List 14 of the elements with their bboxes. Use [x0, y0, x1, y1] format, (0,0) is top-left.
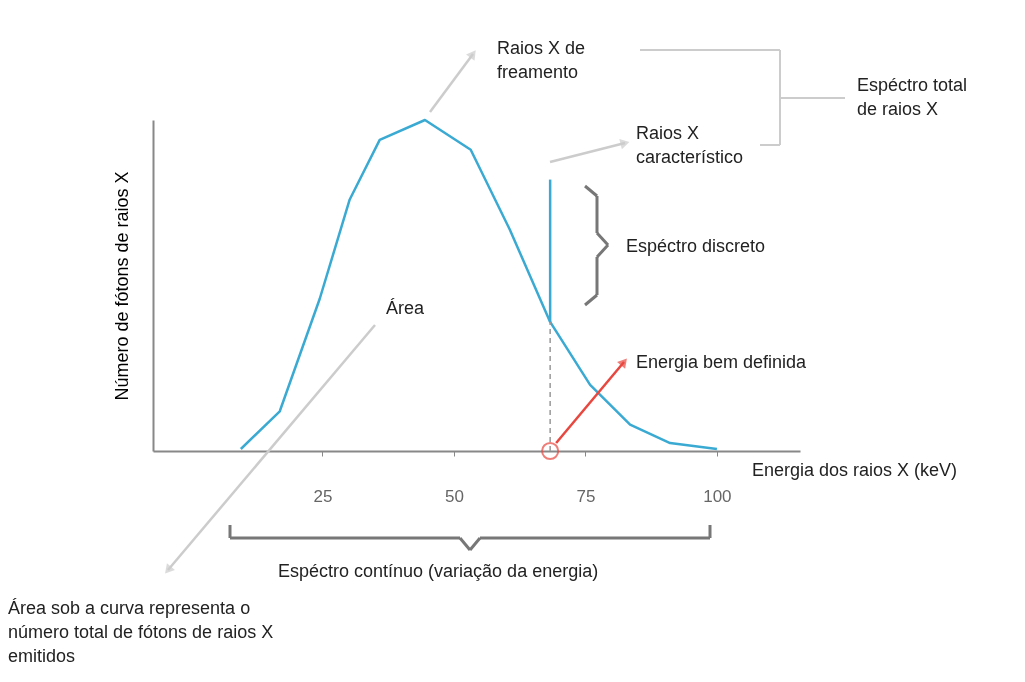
x-tick-label: 75: [576, 486, 596, 506]
x-axis-title: Energia dos raios X (keV): [752, 460, 958, 480]
text: Espéctro total de raios X: [857, 75, 968, 119]
text: Área sob a curva representa o número total de fótons de raios X emitidos: [8, 598, 274, 666]
annotation: Raios X característico: [636, 123, 744, 167]
y-axis-title: Número de fótons de raios X: [111, 171, 132, 401]
x-tick-label: 100: [703, 486, 732, 506]
annotation: Área: [386, 298, 426, 318]
annotation: Espéctro discreto: [626, 236, 766, 256]
text: Raios X de freamento: [497, 38, 586, 82]
x-tick-label: 25: [313, 486, 333, 506]
text: Espéctro contínuo (variação da energia): [278, 561, 599, 581]
x-tick-label: 50: [444, 486, 464, 506]
annotation: Energia bem definida: [636, 352, 808, 372]
